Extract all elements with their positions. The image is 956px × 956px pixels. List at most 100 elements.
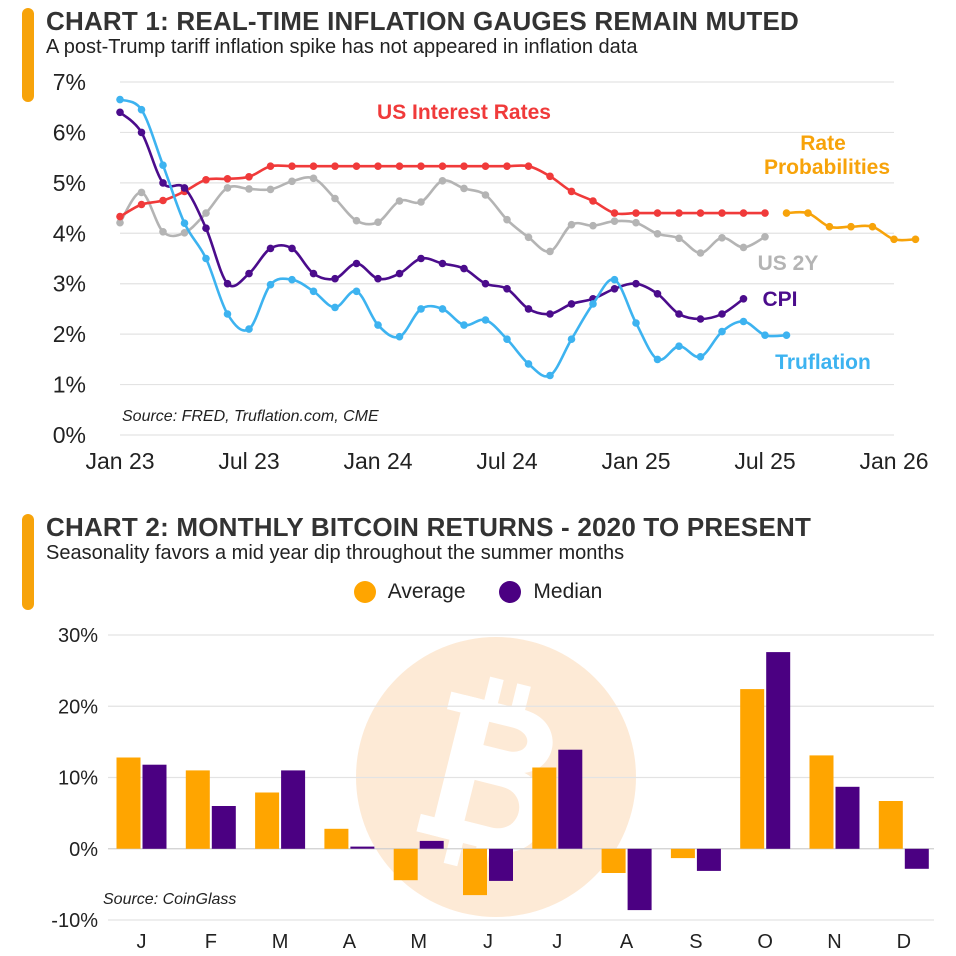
data-point-us-interest-rates [438,162,447,170]
data-point-cpi [223,279,232,288]
data-point-us-interest-rates [245,173,253,181]
data-point-truflation [696,353,705,361]
chart1-y-tick-label: 7% [53,69,86,95]
data-point-cpi [696,315,705,323]
data-point-cpi [718,310,726,318]
data-point-truflation [653,355,662,364]
data-point-cpi [395,269,404,278]
chart2-y-axis: -10% 0% 10% 20% 30% [51,625,98,932]
data-point-us-2y [632,218,640,227]
data-point-us-interest-rates [395,162,404,170]
chart2-legend: Average Median [0,580,956,609]
chart2-x-tick-label: S [689,931,702,953]
data-point-cpi [352,259,361,268]
data-point-us-2y [374,218,382,226]
data-point-rate-probabilities [868,222,877,231]
data-point-cpi [632,279,640,288]
data-point-truflation [718,327,726,336]
data-point-truflation [438,305,447,313]
data-point-truflation [245,325,253,333]
data-point-truflation [417,305,425,313]
bar-average [532,767,557,849]
data-point-us-interest-rates [718,209,726,217]
data-point-cpi [202,224,210,232]
data-point-rate-probabilities [804,209,812,217]
data-point-us-2y [116,218,124,227]
data-point-us-2y [653,230,662,238]
chart1-x-tick-label: Jul 24 [476,448,538,474]
legend-median: Median [499,580,602,604]
data-point-us-2y [202,209,210,217]
data-point-us-interest-rates [309,162,318,170]
chart2-y-tick-label: 20% [58,696,98,718]
legend-average: Average [353,580,466,604]
chart2-y-tick-label: 10% [58,768,98,790]
data-point-cpi [266,244,275,253]
series-us-2y [116,174,769,257]
chart2-x-tick-label: F [205,931,217,953]
data-point-us-2y [546,247,554,256]
data-point-truflation [137,105,146,114]
data-point-cpi [481,279,490,288]
data-point-truflation [761,331,769,340]
chart2-source: Source: CoinGlass [103,891,236,908]
data-point-us-interest-rates [352,162,361,170]
data-point-us-2y [438,177,447,185]
data-point-us-interest-rates [223,175,232,183]
data-point-us-2y [589,221,597,230]
data-point-cpi [180,184,189,192]
legend-average-swatch [353,581,376,603]
data-point-truflation [567,335,576,344]
data-point-us-interest-rates [761,209,769,217]
data-point-truflation [460,321,468,329]
chart1-x-tick-label: Jan 26 [859,448,928,474]
legend-median-swatch [499,581,522,603]
data-point-rate-probabilities [911,235,920,244]
series-rate-probabilities [782,209,920,244]
data-point-truflation [589,300,597,308]
data-point-truflation [266,280,275,289]
data-point-cpi [653,290,662,298]
data-point-us-2y [761,233,769,241]
bar-average [601,848,626,873]
bitcoin-glyph [416,676,553,874]
data-point-us-interest-rates [524,162,533,170]
data-point-cpi [159,179,167,187]
data-point-truflation [352,287,361,296]
bar-average [393,848,418,881]
data-point-cpi [374,274,382,283]
data-point-truflation [331,303,339,312]
bar-average [740,689,765,849]
label-rate-probabilities-line2: Probabilities [764,156,890,179]
data-point-truflation [202,254,210,263]
chart1-y-tick-label: 3% [53,271,86,297]
chart1-source: Source: FRED, Truflation.com, CME [122,408,379,425]
label-us-2y: US 2Y [758,252,819,275]
data-point-us-interest-rates [460,162,468,170]
legend-median-label: Median [533,580,603,603]
data-point-truflation [180,219,189,227]
data-point-us-2y [718,234,726,242]
label-truflation: Truflation [775,351,871,374]
chart2-x-tick-label: O [757,931,773,953]
data-point-cpi [503,285,511,293]
data-point-truflation [374,321,382,329]
data-point-rate-probabilities [825,222,834,231]
chart1-x-tick-label: Jul 23 [218,448,279,474]
data-point-us-2y [159,228,167,236]
bar-median [419,840,444,849]
data-point-truflation [739,317,748,326]
chart2-x-tick-label: A [343,931,357,953]
data-point-us-2y [675,234,683,243]
bar-median [835,786,860,849]
chart1-series [116,95,920,380]
data-point-us-2y [524,233,533,242]
chart1-y-tick-label: 2% [53,321,86,347]
bar-average [809,755,834,849]
bar-median [142,764,167,849]
data-point-us-interest-rates [137,200,146,209]
data-point-us-interest-rates [589,197,597,205]
data-point-cpi [417,254,425,263]
